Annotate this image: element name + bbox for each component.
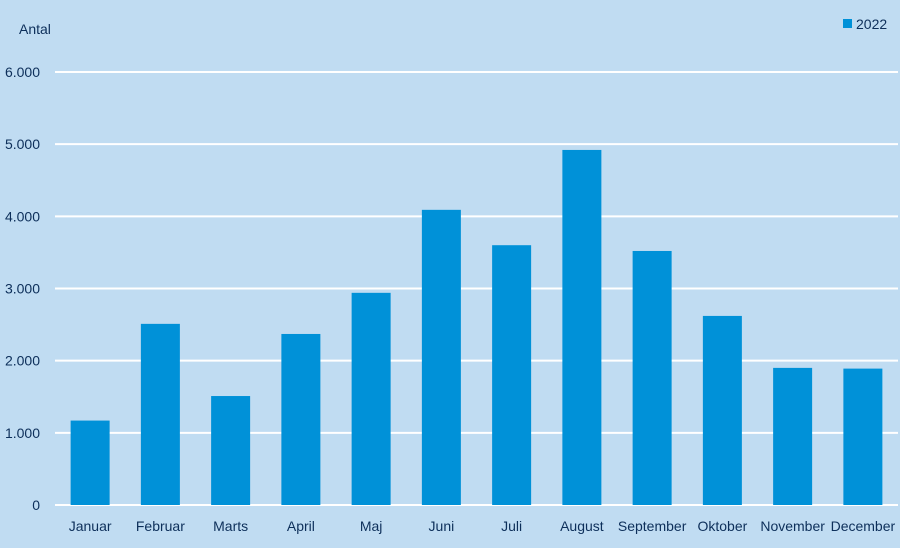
bar-juni [421,209,461,506]
bar-september [632,250,672,505]
legend: 2022 [843,16,887,32]
y-tick-label: 4.000 [5,208,40,224]
x-tick-label: Marts [213,518,248,534]
y-tick-label: 1.000 [5,425,40,441]
bar-december [843,368,883,505]
x-tick-label: Juli [501,518,522,534]
y-tick-label: 5.000 [5,136,40,152]
y-tick-label: 2.000 [5,353,40,369]
x-tick-label: Oktober [697,518,747,534]
y-tick-label: 6.000 [5,64,40,80]
x-tick-label: Maj [360,518,383,534]
bar-maj [351,292,391,505]
y-axis-title: Antal [19,21,51,37]
x-tick-label: December [831,518,896,534]
bar-marts [211,396,251,505]
legend-swatch [843,19,852,28]
legend-label: 2022 [856,16,887,32]
bar-august [562,149,602,505]
x-tick-label: September [618,518,687,534]
bar-februar [140,323,180,505]
bar-april [281,333,321,505]
x-tick-label: Februar [136,518,185,534]
x-axis-ticks: Januar Februar Marts April Maj Juni Juli August… [69,518,896,534]
bars [70,149,883,506]
bar-januar [70,420,110,505]
grid-lines [55,71,898,506]
y-axis-ticks: 0 1.000 2.000 3.000 4.000 5.000 6.000 [5,64,40,513]
y-tick-label: 0 [32,497,40,513]
y-tick-label: 3.000 [5,281,40,297]
x-tick-label: Juni [429,518,455,534]
bar-november [773,367,813,505]
x-tick-label: April [287,518,315,534]
x-tick-label: Januar [69,518,112,534]
bar-juli [492,245,532,505]
bar-oktober [702,315,742,505]
x-tick-label: August [560,518,604,534]
x-tick-label: November [760,518,825,534]
